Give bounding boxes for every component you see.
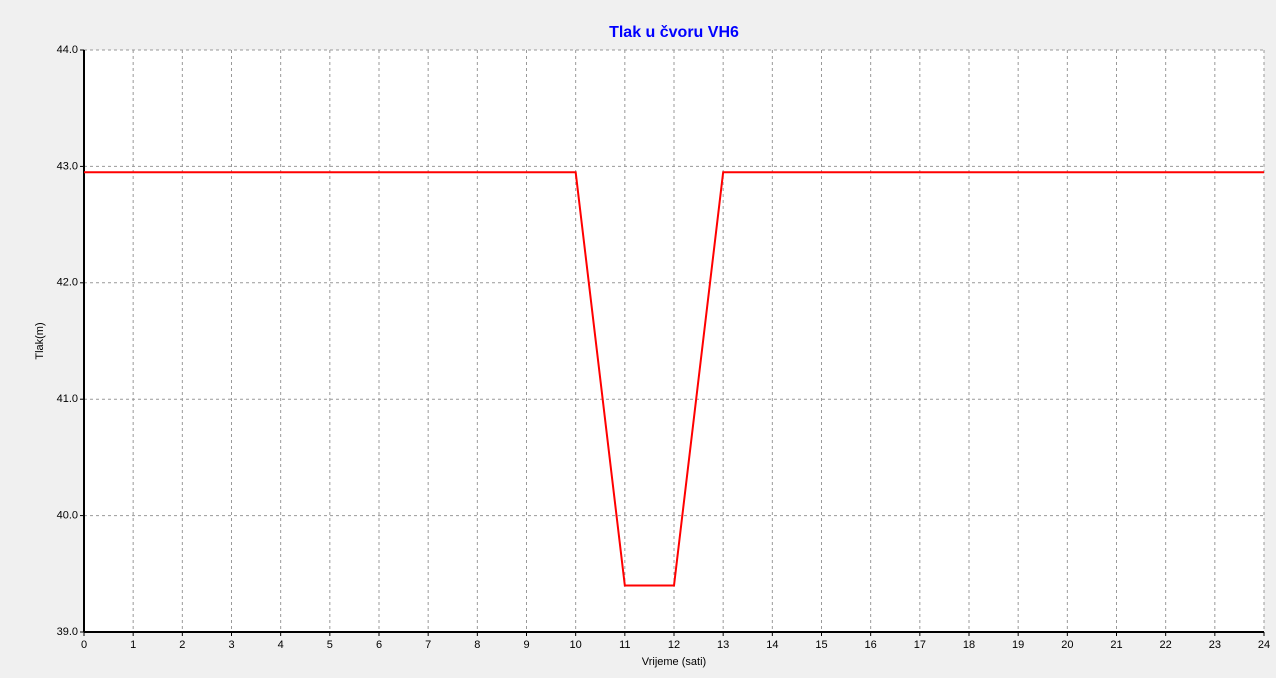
data-line	[84, 171, 1264, 587]
chart-title: Tlak u čvoru VH6	[609, 24, 739, 41]
x-tick-label: 18	[963, 639, 975, 651]
x-tick-label: 4	[278, 639, 284, 651]
x-tick-label: 8	[474, 639, 480, 651]
x-tick-label: 22	[1160, 639, 1172, 651]
x-tick-label: 10	[570, 639, 582, 651]
x-tick-label: 20	[1061, 639, 1073, 651]
y-tick-label: 39.0	[57, 626, 78, 638]
y-tick-label: 41.0	[57, 393, 78, 405]
x-tick-label: 7	[425, 639, 431, 651]
y-tick-label: 40.0	[57, 510, 78, 522]
x-tick-label: 23	[1209, 639, 1221, 651]
x-tick-label: 1	[130, 639, 136, 651]
x-tick-label: 9	[523, 639, 529, 651]
y-tick-label: 43.0	[57, 160, 78, 172]
y-axis-label: Tlak(m)	[34, 322, 46, 359]
x-axis-label: Vrijeme (sati)	[642, 656, 706, 668]
x-tick-label: 5	[327, 639, 333, 651]
x-tick-label: 16	[865, 639, 877, 651]
x-tick-label: 15	[815, 639, 827, 651]
x-tick-label: 2	[179, 639, 185, 651]
x-tick-label: 12	[668, 639, 680, 651]
x-tick-label: 13	[717, 639, 729, 651]
x-tick-label: 6	[376, 639, 382, 651]
y-tick-label: 42.0	[57, 277, 78, 289]
y-tick-label: 44.0	[57, 44, 78, 56]
x-tick-label: 11	[619, 639, 630, 651]
x-tick-label: 3	[228, 639, 234, 651]
x-tick-label: 21	[1110, 639, 1122, 651]
x-tick-label: 19	[1012, 639, 1024, 651]
x-tick-label: 14	[766, 639, 778, 651]
x-tick-label: 17	[914, 639, 926, 651]
x-tick-label: 0	[81, 639, 87, 651]
x-tick-label: 24	[1258, 639, 1270, 651]
